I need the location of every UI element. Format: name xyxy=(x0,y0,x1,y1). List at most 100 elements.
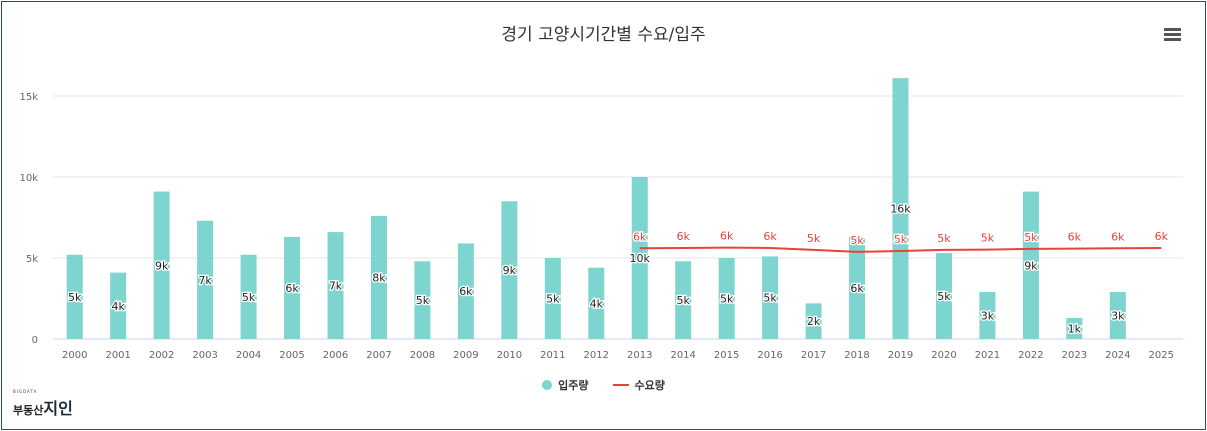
bar xyxy=(457,243,474,339)
x-tick-label: 2022 xyxy=(1018,350,1043,361)
bar-data-label: 9k xyxy=(503,264,517,277)
bar-data-label: 10k xyxy=(630,252,651,265)
bar xyxy=(1022,191,1039,339)
logo-small-text: BIGDATA xyxy=(13,389,38,394)
bar-data-label: 4k xyxy=(112,300,126,313)
bar xyxy=(1109,292,1126,339)
logo-text: 부동산지인 xyxy=(13,395,73,419)
x-tick-label: 2004 xyxy=(236,350,261,361)
bar-data-label: 8k xyxy=(372,271,386,284)
bar-data-label: 1k xyxy=(1068,322,1082,335)
legend-line-icon xyxy=(612,384,629,386)
bar-data-label: 9k xyxy=(155,259,169,272)
line-data-label: 6k xyxy=(1155,230,1169,243)
x-tick-label: 2021 xyxy=(975,350,1000,361)
bar-data-label: 3k xyxy=(1111,310,1125,323)
bar xyxy=(849,236,866,339)
bar-data-label: 5k xyxy=(763,292,777,305)
logo-prefix: 부동산 xyxy=(13,404,44,417)
line-data-label: 5k xyxy=(981,232,995,245)
bar xyxy=(935,253,952,339)
x-tick-label: 2005 xyxy=(279,350,304,361)
bar-data-label: 5k xyxy=(720,293,734,306)
bar xyxy=(240,254,257,339)
bar xyxy=(197,220,214,339)
x-tick-label: 2015 xyxy=(714,350,739,361)
bar-data-label: 5k xyxy=(937,290,951,303)
bar-data-label: 6k xyxy=(459,285,473,298)
x-tick-label: 2023 xyxy=(1062,350,1087,361)
line-data-label: 6k xyxy=(633,230,647,243)
x-tick-label: 2013 xyxy=(627,350,652,361)
y-tick-label: 15k xyxy=(19,92,38,103)
bar xyxy=(153,191,170,339)
bar xyxy=(370,215,387,339)
line-data-label: 6k xyxy=(1068,231,1082,244)
bar-data-label: 6k xyxy=(285,282,299,295)
bar-data-label: 5k xyxy=(546,293,560,306)
line-data-label: 6k xyxy=(763,230,777,243)
x-tick-label: 2001 xyxy=(105,350,130,361)
y-tick-label: 5k xyxy=(26,254,38,265)
bar xyxy=(718,258,735,339)
bar-data-label: 5k xyxy=(68,291,82,304)
x-tick-label: 2014 xyxy=(670,350,695,361)
bar xyxy=(414,261,431,339)
bar-data-label: 3k xyxy=(981,310,995,323)
x-tick-label: 2017 xyxy=(801,350,826,361)
y-tick-label: 10k xyxy=(19,173,38,184)
x-tick-label: 2010 xyxy=(497,350,522,361)
bar xyxy=(979,292,996,339)
line-data-label: 5k xyxy=(807,232,821,245)
line-data-label: 5k xyxy=(850,234,864,247)
chart-title: 경기 고양시기간별 수요/입주 xyxy=(501,25,706,45)
x-tick-label: 2008 xyxy=(410,350,435,361)
bar-data-label: 5k xyxy=(416,294,430,307)
x-tick-label: 2002 xyxy=(149,350,174,361)
x-tick-label: 2024 xyxy=(1105,350,1130,361)
bar xyxy=(762,256,779,339)
bar xyxy=(631,177,648,339)
line-data-label: 5k xyxy=(937,232,951,245)
x-tick-label: 2003 xyxy=(192,350,217,361)
x-tick-label: 2000 xyxy=(62,350,87,361)
line-data-label: 5k xyxy=(894,233,908,246)
legend-bar-label: 입주량 xyxy=(558,379,589,392)
bar xyxy=(110,272,127,339)
line-data-label: 6k xyxy=(1111,230,1125,243)
bar-data-label: 6k xyxy=(850,282,864,295)
bar xyxy=(1066,317,1083,339)
bar-data-label: 4k xyxy=(590,297,604,310)
line-data-label: 6k xyxy=(720,230,734,243)
legend-dot-icon xyxy=(542,380,553,390)
x-tick-label: 2016 xyxy=(757,350,782,361)
x-tick-label: 2009 xyxy=(453,350,478,361)
bar-data-label: 5k xyxy=(677,294,691,307)
bar xyxy=(501,201,518,339)
bar xyxy=(892,78,909,340)
bar-data-label: 16k xyxy=(890,203,911,216)
x-tick-label: 2006 xyxy=(323,350,348,361)
bar xyxy=(544,258,561,339)
x-tick-label: 2020 xyxy=(931,350,956,361)
bar-data-label: 5k xyxy=(242,291,256,304)
chart-legend: 입주량 수요량 xyxy=(0,377,1207,393)
x-tick-label: 2019 xyxy=(888,350,913,361)
legend-item-line[interactable]: 수요량 xyxy=(612,377,665,393)
x-tick-label: 2007 xyxy=(366,350,391,361)
x-tick-label: 2018 xyxy=(844,350,869,361)
hamburger-menu-icon[interactable] xyxy=(1164,28,1181,42)
bar xyxy=(66,254,83,339)
bar-data-label: 9k xyxy=(1024,259,1038,272)
line-data-label: 6k xyxy=(677,230,691,243)
legend-item-bar[interactable]: 입주량 xyxy=(542,377,589,393)
bar xyxy=(805,303,822,339)
bar xyxy=(588,267,605,339)
legend-line-label: 수요량 xyxy=(634,379,665,392)
x-tick-label: 2025 xyxy=(1149,350,1174,361)
bar xyxy=(675,261,692,339)
y-tick-label: 0 xyxy=(32,335,38,346)
bar-data-label: 7k xyxy=(329,280,343,293)
